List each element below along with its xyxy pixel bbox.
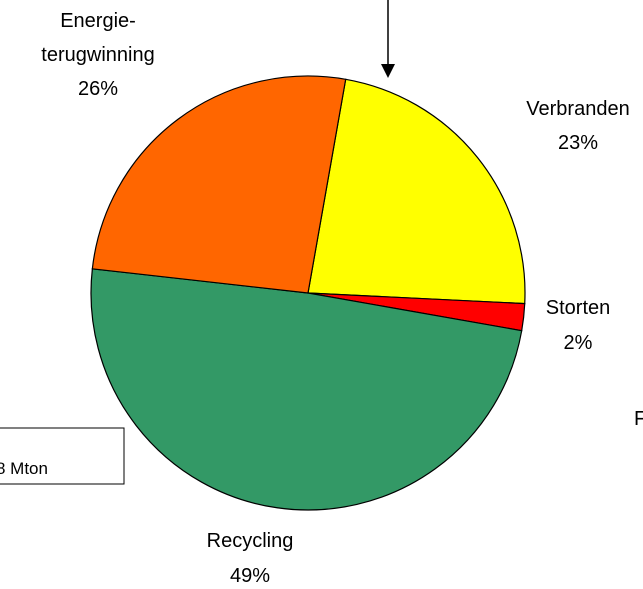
slice-label: Verbranden bbox=[526, 98, 630, 120]
slice-label: Recycling bbox=[206, 530, 294, 552]
annotation-box bbox=[0, 427, 125, 485]
slice-label: Storten bbox=[545, 297, 611, 319]
pie-slice bbox=[90, 268, 523, 511]
slice-label: Energie- terugwinning bbox=[41, 10, 155, 66]
annotation: F bbox=[634, 408, 643, 430]
arrow-head bbox=[381, 64, 395, 78]
pie-slice bbox=[91, 75, 347, 294]
slice-value-label: 23% bbox=[557, 132, 599, 154]
slice-value-label: 49% bbox=[229, 565, 271, 587]
slice-value-label: 2% bbox=[563, 332, 593, 354]
slice-value-label: 26% bbox=[77, 78, 119, 100]
annotation: 8 Mton bbox=[0, 459, 48, 478]
pie-slice bbox=[307, 78, 526, 305]
